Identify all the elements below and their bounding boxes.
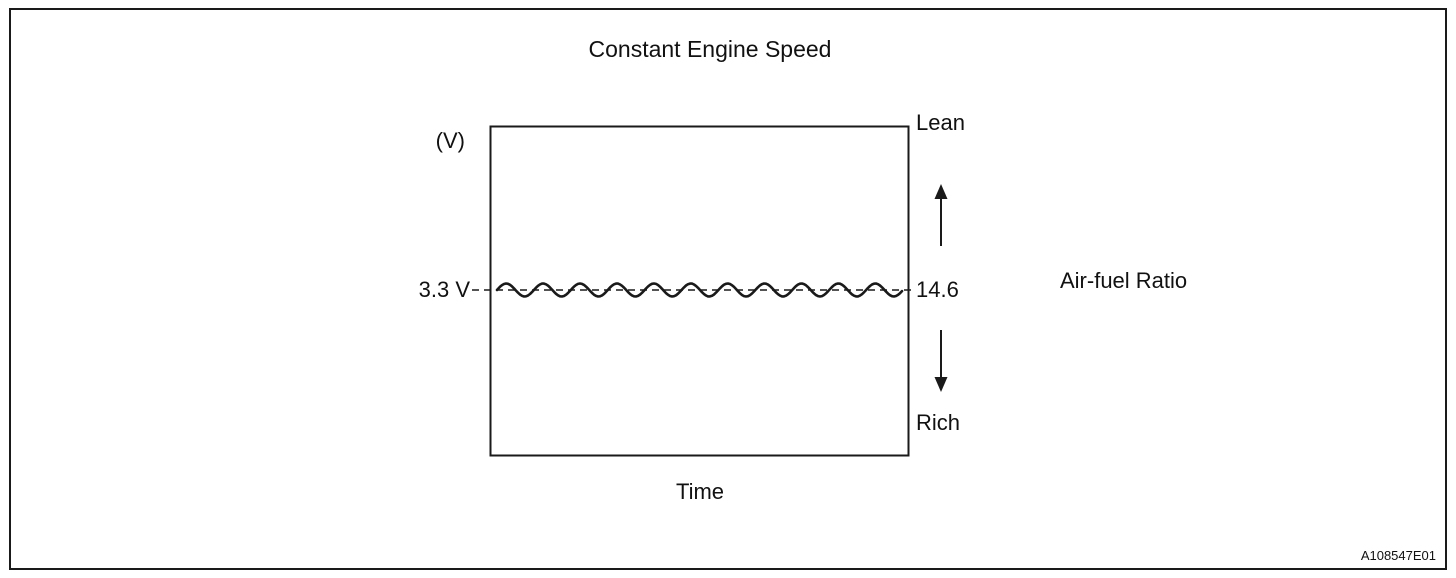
stoich-ratio-label: 14.6 (916, 277, 959, 302)
baseline-voltage-label: 3.3 V (418, 277, 470, 302)
figure-title: Constant Engine Speed (588, 36, 832, 62)
figure-border (9, 8, 1447, 570)
lean-label: Lean (916, 110, 965, 135)
rich-label: Rich (916, 410, 961, 435)
reference-code: A108547E01 (1360, 548, 1436, 563)
air-fuel-ratio-label: Air-fuel Ratio (1060, 268, 1188, 293)
y-axis-unit-label: (V) (435, 128, 465, 153)
x-axis-label: Time (675, 479, 725, 504)
